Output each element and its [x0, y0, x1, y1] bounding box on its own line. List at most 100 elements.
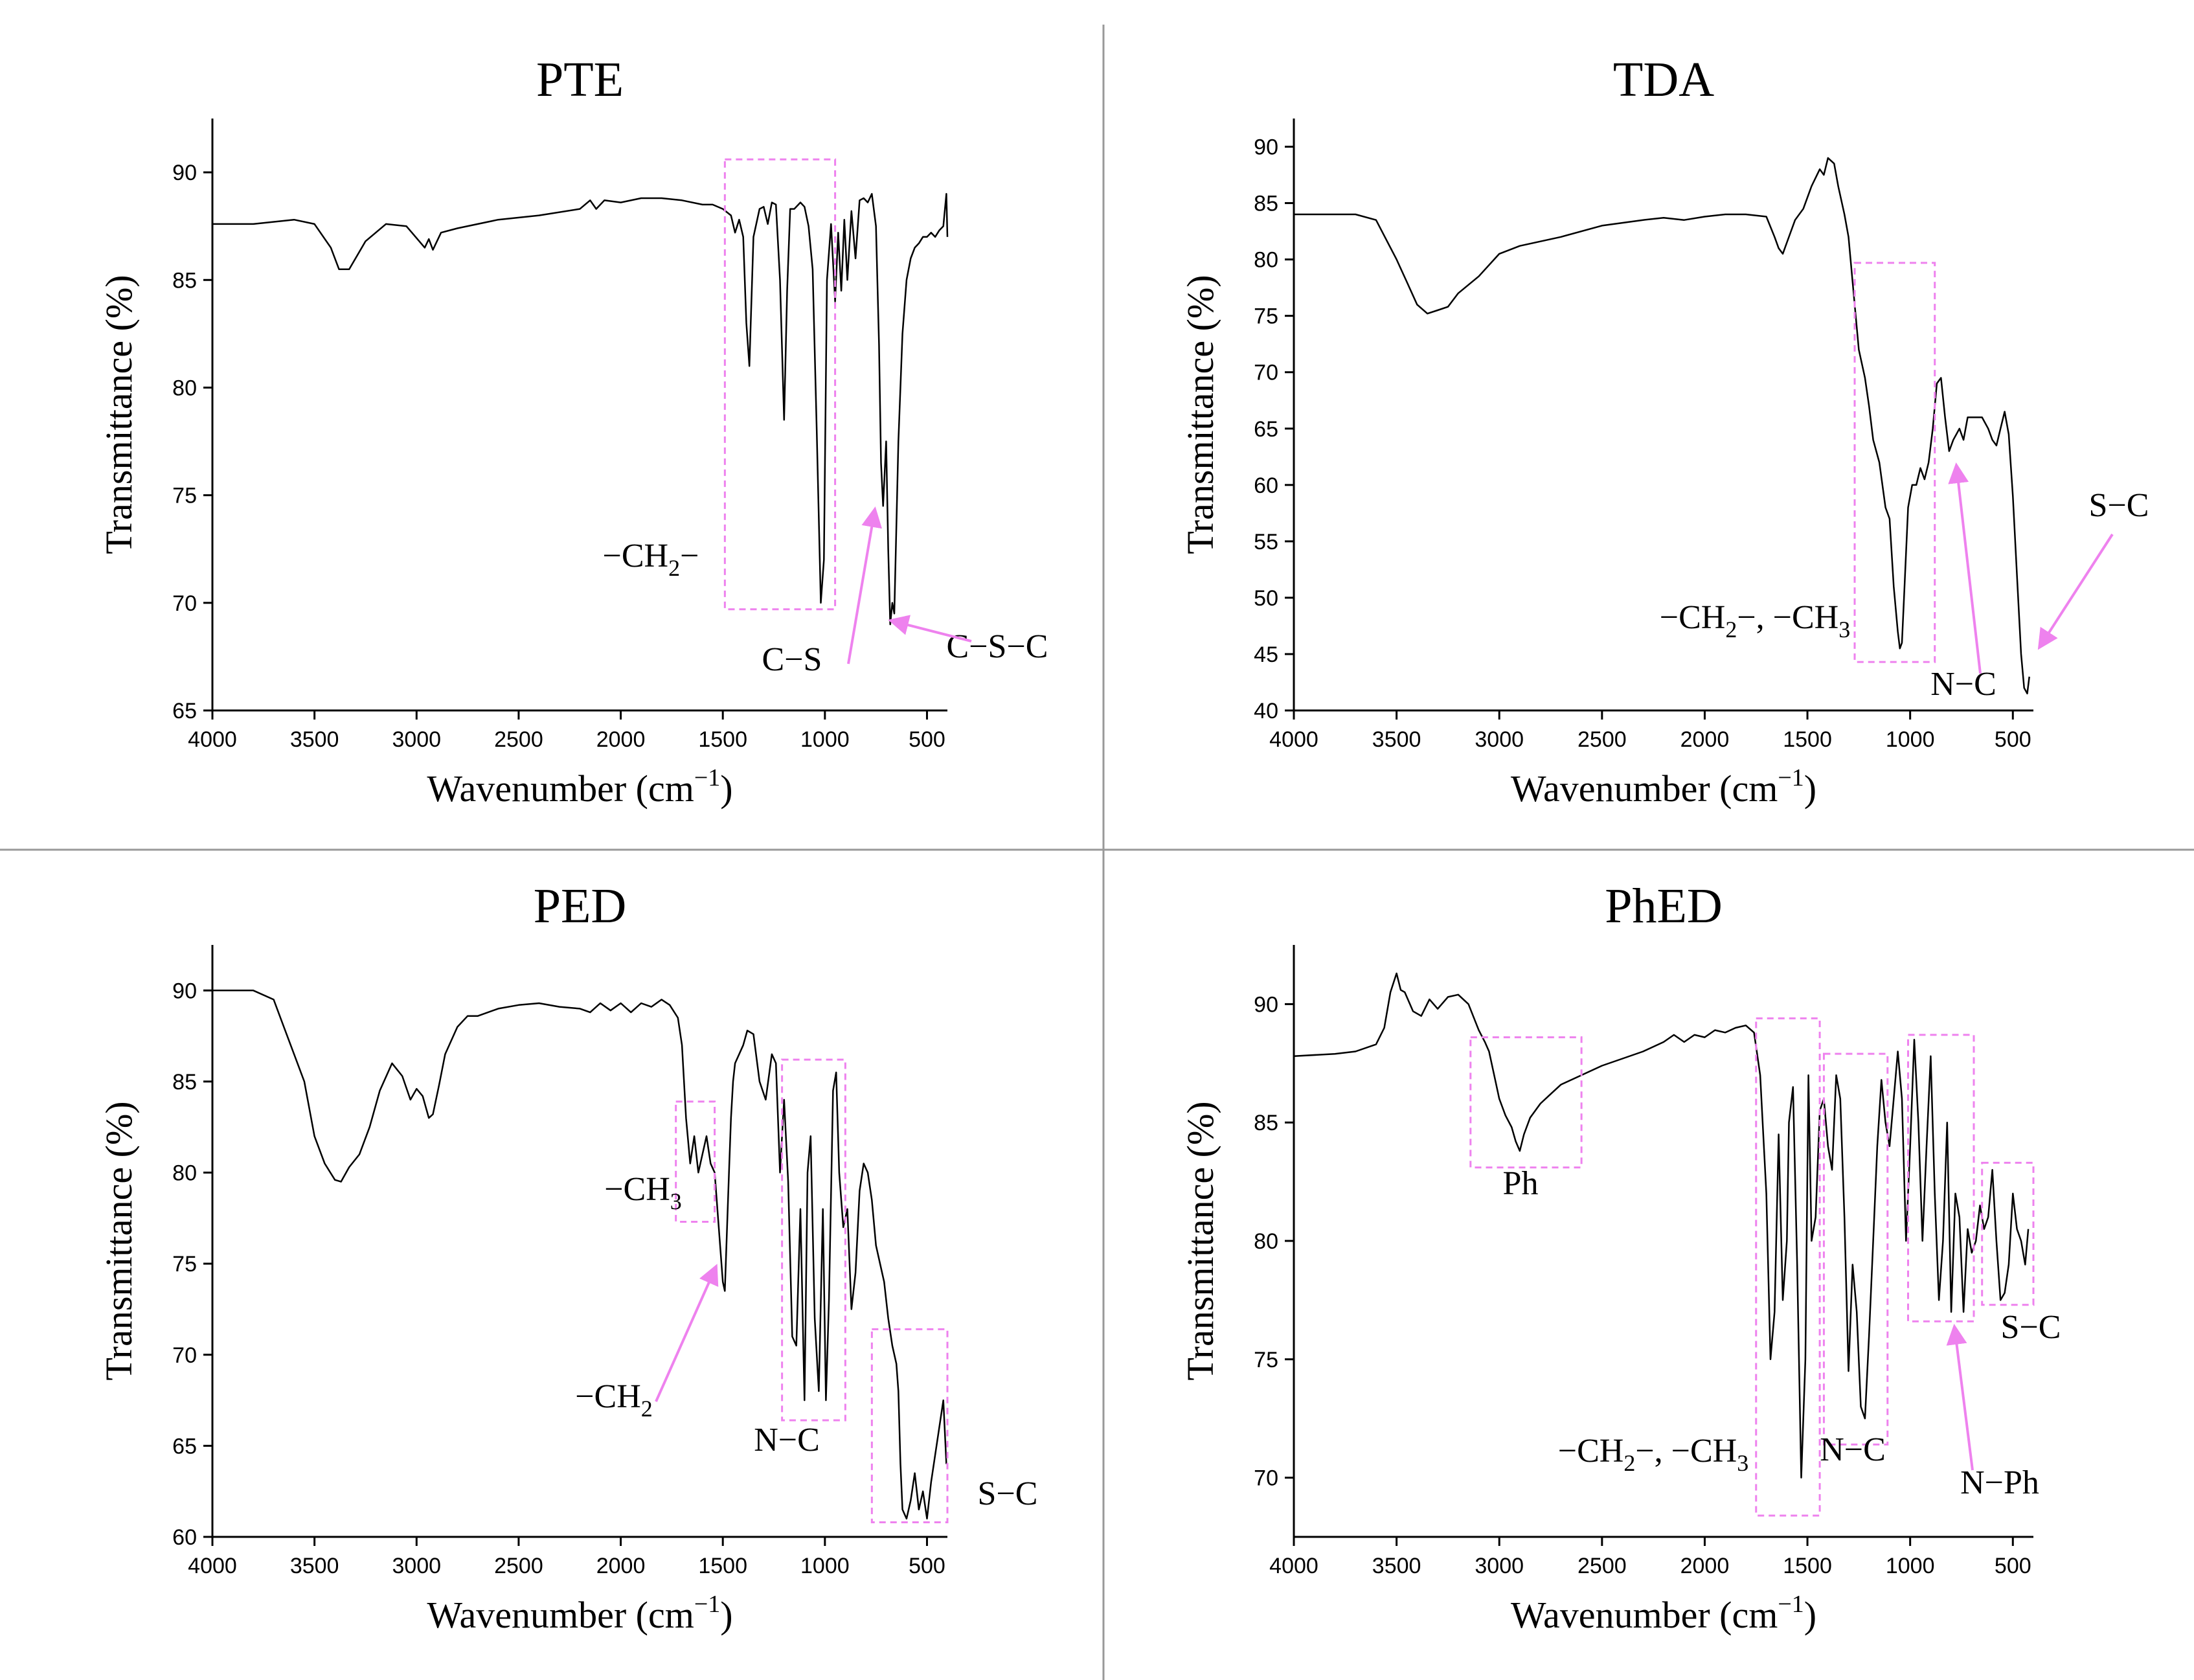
annotation-ch2_pre: −CH2− [603, 538, 699, 581]
y-tick-label: 80 [1254, 1229, 1278, 1254]
x-tick-label: 3500 [290, 727, 339, 752]
x-axis-label-main: Wavenumber (cm [427, 1594, 694, 1636]
x-tick-label: 3500 [290, 1554, 339, 1578]
x-tick-label: 4000 [1269, 727, 1318, 752]
annotation-sub: 3 [670, 1188, 682, 1214]
x-tick-label: 3000 [392, 1554, 441, 1578]
y-tick-label: 80 [172, 376, 197, 400]
nph-arrow [1946, 1324, 1974, 1471]
y-tick-label: 40 [1254, 699, 1278, 723]
x-tick-label: 1000 [800, 1554, 850, 1578]
y-tick-label: 70 [172, 591, 197, 616]
nc-arrow [1948, 462, 1982, 674]
y-tick-label: 75 [1254, 304, 1278, 329]
x-tick-label: 2500 [1578, 1554, 1627, 1578]
annotation-nc: N−C [1930, 666, 1996, 703]
x-tick-label: 1000 [1886, 727, 1935, 752]
x-axis-label: Wavenumber (cm−1) [427, 764, 732, 810]
annotation-nc: N−C [754, 1422, 820, 1459]
x-tick-label: 1500 [698, 727, 747, 752]
y-tick-label: 85 [172, 268, 197, 293]
panel-phed: PhED 4000 3500 3000 2500 2000 1500 1000 500 70 75 8… [1179, 879, 2061, 1636]
y-tick-label: 75 [1254, 1348, 1278, 1372]
x-tick-label: 2500 [1578, 727, 1627, 752]
annotation-text: C−S−C [947, 628, 1048, 665]
annotation-text: S−C [2001, 1309, 2061, 1346]
x-tick-label: 4000 [188, 1554, 237, 1578]
annotation-text: C−S [762, 641, 822, 678]
chart-title: PhED [1605, 879, 1723, 933]
annotation-sub: 2 [1623, 1450, 1635, 1476]
x-axis-label-main: Wavenumber (cm [427, 767, 694, 810]
x-tick-label: 2000 [596, 727, 646, 752]
x-axis-label-main: Wavenumber (cm [1511, 1594, 1778, 1636]
y-axis-label: Transmittance (%) [1179, 275, 1221, 554]
y-tick-label: 90 [1254, 135, 1278, 160]
annotation-sc: S−C [978, 1475, 1038, 1512]
annotation-sc: S−C [2001, 1309, 2061, 1346]
x-axis-label-sup: −1 [1778, 764, 1804, 791]
x-tick-label: 500 [1995, 1554, 2031, 1578]
x-tick-label: 500 [1995, 727, 2031, 752]
y-tick-label: 85 [172, 1070, 197, 1095]
annotation-sc: S−C [2089, 487, 2149, 524]
annotation-ch2ch3: −CH2−, −CH3 [1660, 599, 1850, 642]
x-tick-label: 2500 [494, 1554, 543, 1578]
highlight-box-1 [1469, 1036, 1583, 1169]
chart-title: TDA [1613, 52, 1714, 107]
annotation-sub: 2 [641, 1396, 653, 1422]
annotation-ph: Ph [1503, 1165, 1539, 1202]
annotation-text: S−C [2089, 487, 2149, 524]
x-axis-label-close: ) [1804, 1594, 1816, 1636]
annotation-csc: C−S−C [947, 628, 1048, 665]
y-axis-label: Transmittance (%) [98, 1101, 140, 1380]
annotation-text: N−C [1820, 1431, 1886, 1468]
y-tick-label: 85 [1254, 1111, 1278, 1135]
y-tick-label: 60 [1254, 473, 1278, 498]
x-tick-label: 1000 [800, 727, 850, 752]
annotation-sub: 2 [1725, 617, 1737, 642]
annotation-mid: −, −CH [1635, 1433, 1737, 1470]
x-axis-label-close: ) [1804, 767, 1816, 810]
y-tick-label: 60 [172, 1525, 197, 1550]
chart-title: PTE [536, 52, 624, 107]
annotation-post: − [680, 538, 699, 574]
y-tick-label: 85 [1254, 192, 1278, 216]
annotation-sub: 2 [668, 555, 680, 581]
annotation-sub2: 3 [1838, 617, 1850, 642]
y-tick-label: 70 [172, 1343, 197, 1368]
annotation-cs: C−S [762, 641, 822, 678]
y-tick-label: 65 [172, 699, 197, 723]
annotation-mid: −, −CH [1737, 599, 1838, 636]
x-tick-label: 2000 [1680, 727, 1730, 752]
x-axis-label: Wavenumber (cm−1) [1511, 764, 1816, 810]
highlight-box-1 [675, 1100, 716, 1223]
highlight-box-2 [1755, 1017, 1821, 1517]
sc-arrow [2037, 533, 2114, 650]
annotation-text: N−Ph [1960, 1464, 2039, 1501]
x-tick-label: 3000 [1475, 727, 1524, 752]
x-tick-label: 4000 [188, 727, 237, 752]
chart-title: PED [534, 879, 627, 933]
x-tick-label: 500 [909, 1554, 945, 1578]
y-tick-label: 80 [172, 1161, 197, 1186]
series-line-phed [1293, 972, 2030, 1479]
annotation-text: −CH [603, 538, 669, 574]
series-line-tda [1294, 157, 2030, 695]
x-axis-label-sup: −1 [694, 1591, 720, 1618]
x-tick-label: 1500 [698, 1554, 747, 1578]
x-tick-label: 500 [909, 727, 945, 752]
series-line-pte [212, 193, 949, 626]
x-axis-label-close: ) [720, 1594, 732, 1636]
x-axis-label: Wavenumber (cm−1) [1511, 1591, 1816, 1636]
y-tick-label: 90 [172, 979, 197, 1003]
annotation-text: N−C [754, 1422, 820, 1459]
x-tick-label: 3000 [1475, 1554, 1524, 1578]
ch2-arrow [655, 1264, 719, 1402]
x-tick-label: 3000 [392, 727, 441, 752]
x-tick-label: 2000 [596, 1554, 646, 1578]
x-tick-label: 1500 [1783, 1554, 1832, 1578]
x-axis-label-main: Wavenumber (cm [1511, 767, 1778, 810]
annotation-text: −CH [1558, 1433, 1624, 1470]
